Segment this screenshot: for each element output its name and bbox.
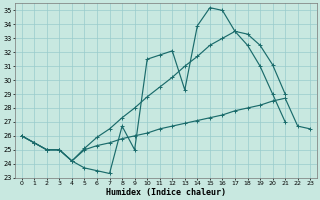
X-axis label: Humidex (Indice chaleur): Humidex (Indice chaleur) xyxy=(106,188,226,197)
